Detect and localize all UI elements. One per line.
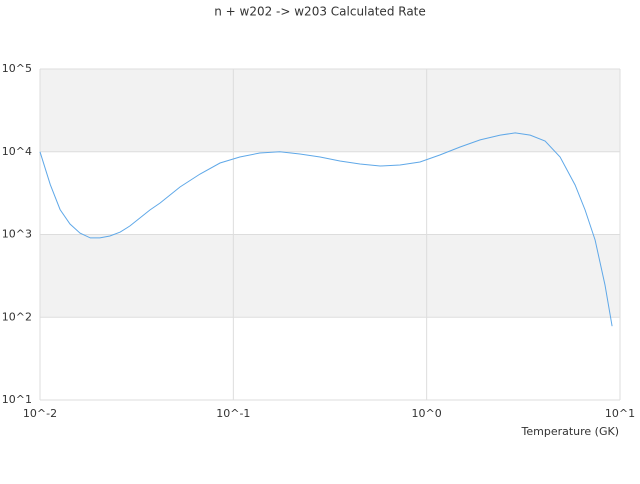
x-axis-label: Temperature (GK) xyxy=(521,425,620,438)
grid xyxy=(39,68,621,401)
x-tick-label: 10^0 xyxy=(412,407,442,420)
y-tick-label: 10^5 xyxy=(2,62,32,75)
line-series xyxy=(39,132,613,327)
y-tick-label: 10^2 xyxy=(2,310,32,323)
grid-band xyxy=(40,69,620,152)
x-tick-label: 10^-1 xyxy=(216,407,250,420)
x-tick-label: 10^1 xyxy=(605,407,635,420)
grid-band xyxy=(40,234,620,318)
chart-title: n + w202 -> w203 Calculated Rate xyxy=(214,5,426,19)
y-tick-label: 10^4 xyxy=(2,145,32,158)
y-tick-label: 10^1 xyxy=(2,393,32,406)
x-tick-label: 10^-2 xyxy=(23,407,57,420)
y-tick-label: 10^3 xyxy=(2,228,32,241)
